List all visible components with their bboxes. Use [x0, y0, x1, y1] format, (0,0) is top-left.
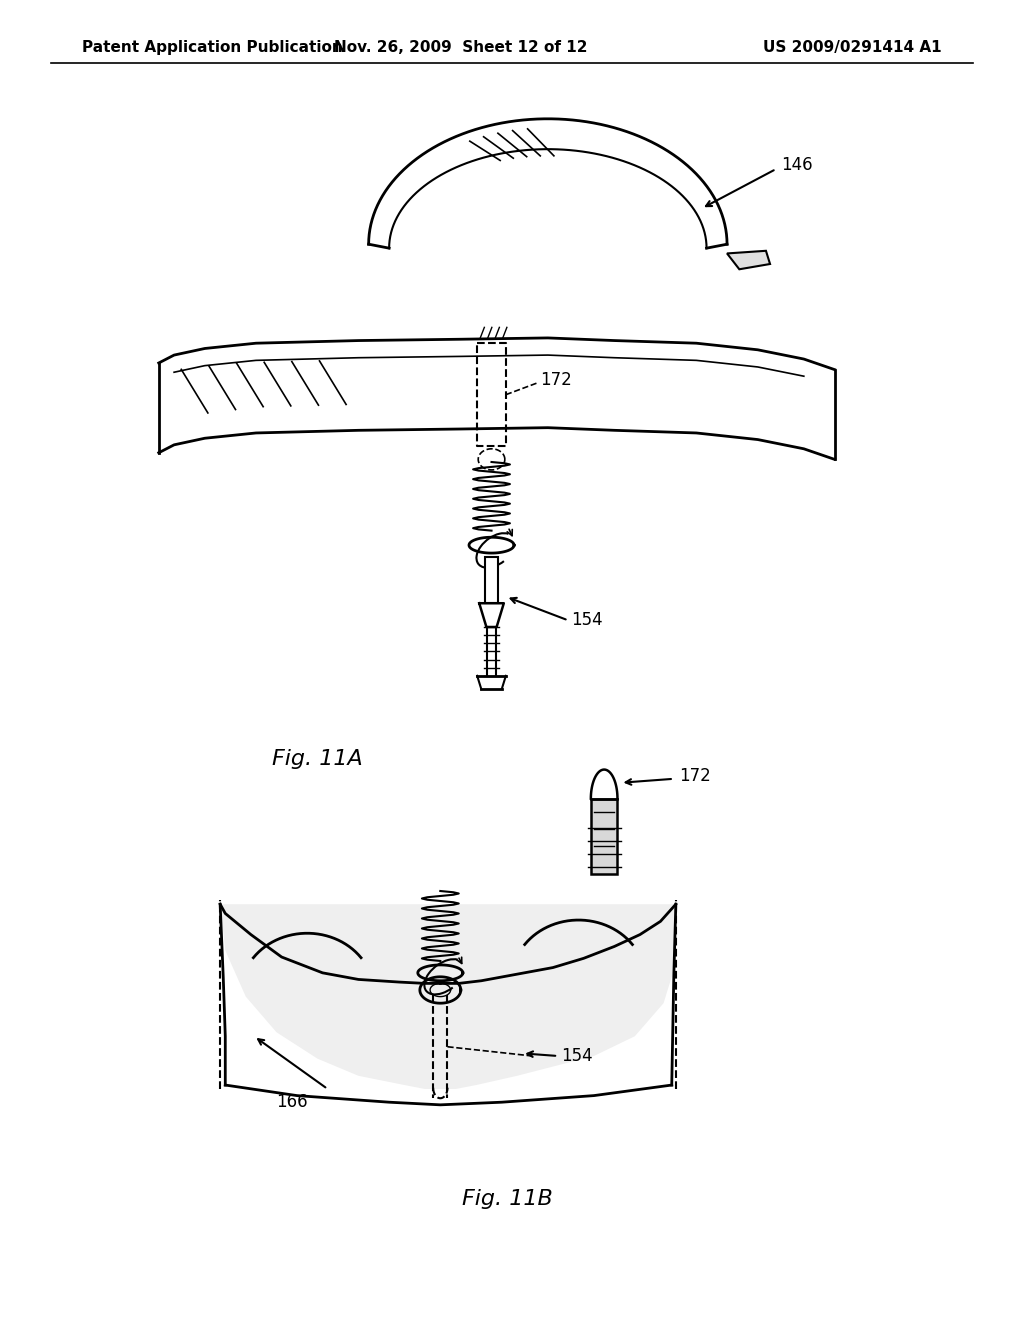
- Polygon shape: [727, 251, 770, 269]
- Text: 172: 172: [540, 371, 571, 389]
- Text: Patent Application Publication: Patent Application Publication: [82, 40, 343, 55]
- Polygon shape: [220, 904, 676, 1089]
- FancyBboxPatch shape: [591, 799, 617, 874]
- Text: US 2009/0291414 A1: US 2009/0291414 A1: [764, 40, 942, 55]
- Text: Fig. 11A: Fig. 11A: [272, 748, 362, 770]
- Text: 154: 154: [561, 1047, 593, 1065]
- FancyBboxPatch shape: [485, 557, 498, 603]
- Text: 166: 166: [276, 1093, 308, 1111]
- Text: 154: 154: [571, 611, 603, 630]
- Text: Nov. 26, 2009  Sheet 12 of 12: Nov. 26, 2009 Sheet 12 of 12: [334, 40, 588, 55]
- Text: Fig. 11B: Fig. 11B: [462, 1188, 552, 1209]
- Text: 172: 172: [679, 767, 711, 785]
- Text: 146: 146: [781, 156, 813, 174]
